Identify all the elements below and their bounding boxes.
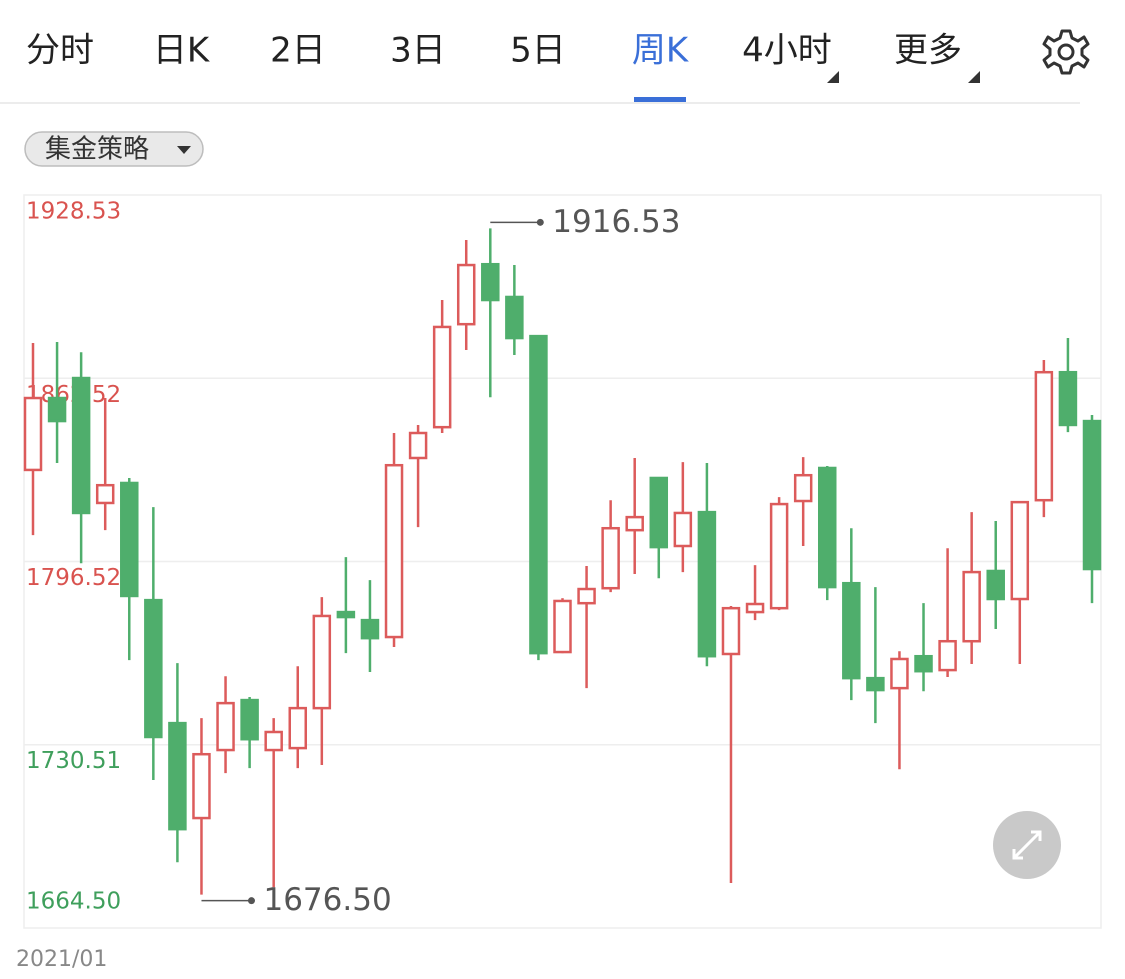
dropdown-label: 集金策略 (45, 135, 149, 165)
candle-body (336, 610, 356, 619)
tab[interactable]: 周K (632, 31, 690, 71)
x-tick-label: 2021/01 (16, 947, 107, 972)
candle-body (818, 466, 837, 589)
tab[interactable]: 3日 (390, 31, 446, 71)
candle-body (938, 639, 957, 672)
candle-body (769, 502, 789, 610)
candle-body (962, 570, 981, 643)
candle-body (1034, 370, 1054, 502)
candle-body (529, 334, 548, 655)
candle-body (95, 483, 115, 505)
candle-body (120, 481, 139, 598)
settings-button[interactable] (1042, 29, 1090, 75)
candle-body (866, 676, 885, 692)
candle-body (1010, 500, 1030, 601)
fullscreen-button[interactable] (993, 811, 1061, 879)
candle-body (240, 698, 259, 741)
candle-body (505, 295, 524, 340)
candle-body (793, 473, 813, 503)
tab-caret (827, 71, 839, 83)
candle-body (601, 526, 620, 590)
candle-body (408, 431, 428, 460)
candle-body (360, 618, 380, 640)
candle-body (144, 598, 163, 739)
candle-body (1058, 370, 1078, 427)
candle-body (1082, 419, 1102, 571)
max-dot (536, 218, 544, 226)
y-tick-label: 1664.50 (26, 889, 121, 915)
y-tick-label: 1730.51 (26, 748, 121, 774)
candle-body (745, 602, 765, 614)
candle-body (914, 654, 933, 673)
candle-body (168, 721, 187, 831)
tab[interactable]: 4小时 (742, 31, 832, 71)
tab[interactable]: 5日 (510, 31, 566, 71)
chart: 1928.531862.521796.521730.511664.502021/… (16, 199, 1102, 972)
tab[interactable]: 日K (153, 31, 211, 71)
tab[interactable]: 分时 (26, 31, 94, 71)
tab-underline (634, 97, 686, 102)
max-label: 1916.53 (552, 204, 680, 240)
dropdown-pill (24, 131, 204, 167)
candle-body (697, 510, 717, 658)
candle-body (312, 614, 332, 710)
gear-icon (1042, 29, 1090, 75)
candle-body (216, 701, 235, 752)
candle-body (842, 581, 861, 680)
candle-body (71, 376, 91, 515)
candle-body (673, 511, 693, 548)
candle-body (192, 752, 211, 820)
fullscreen-icon (1012, 830, 1042, 860)
candle-body (577, 587, 596, 605)
tab[interactable]: 2日 (270, 31, 326, 71)
candle-body (23, 396, 43, 472)
candle-body (986, 569, 1005, 601)
candle-body (553, 599, 572, 654)
candle-body (384, 463, 404, 639)
y-tick-label: 1928.53 (26, 199, 121, 225)
tab[interactable]: 更多 (894, 31, 962, 71)
tab-bar: 分时 日K 2日 3日 5日 周K 4小时 更多 (26, 31, 980, 102)
tab-caret (968, 71, 980, 83)
y-tick-label: 1796.52 (26, 565, 121, 591)
candle-body (721, 606, 741, 656)
candle-body (625, 515, 644, 532)
candle-body (649, 476, 669, 549)
candle-body (481, 262, 500, 302)
candle-body (288, 706, 307, 750)
candle-body (456, 263, 476, 326)
candle-body (432, 325, 452, 429)
min-label: 1676.50 (263, 882, 391, 918)
candle-body (890, 657, 909, 690)
min-dot (247, 897, 255, 905)
strategy-dropdown[interactable]: 集金策略 (24, 131, 204, 167)
candle-body (47, 396, 67, 423)
dropdown-caret (177, 146, 191, 154)
candle-body (264, 730, 283, 752)
gear-center (1057, 43, 1075, 61)
